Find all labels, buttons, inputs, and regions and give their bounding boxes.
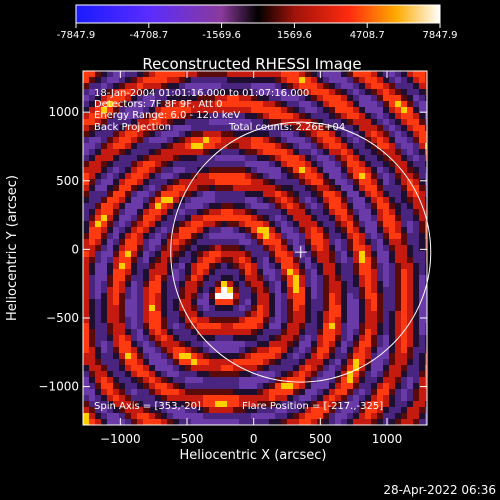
plot-frame [82, 70, 428, 426]
colorbar-ticks: -7847.9 -4708.7 -1569.6 1569.6 4708.7 7847.9 [57, 23, 458, 41]
y-tick-label: 1000 [48, 105, 79, 119]
colorbar-tick-label: 7847.9 [423, 30, 458, 41]
timestamp: 28-Apr-2022 06:36 [383, 483, 496, 497]
y-tick-label: −500 [46, 311, 79, 325]
flare-position-label: Flare Position = [-217.,-325] [242, 401, 383, 412]
detectors-label: Detectors: 7F 8F 9F, Att 0 [94, 99, 222, 110]
chart-title: Reconstructed RHESSI Image [142, 55, 361, 73]
y-tick-label: 0 [71, 242, 79, 256]
x-tick-label: 500 [309, 432, 332, 446]
x-tick-label: 1000 [372, 432, 403, 446]
colorbar-tick-label: -4708.7 [129, 30, 168, 41]
total-counts-label: Total counts: 2.26E+04 [228, 122, 345, 133]
colorbar-tick-label: 1569.6 [277, 30, 312, 41]
colorbar-tick-label: -7847.9 [57, 30, 96, 41]
colorbar-tick-label: -1569.6 [202, 30, 241, 41]
spin-axis-marker [294, 246, 307, 259]
y-tick-label: −1000 [38, 380, 79, 394]
y-tick-label: 500 [56, 174, 79, 188]
x-tick-label: −1000 [100, 432, 141, 446]
solar-limb-circle [170, 121, 432, 383]
x-axis-label: Heliocentric X (arcsec) [180, 448, 327, 463]
x-axis-ticks: −1000 −500 0 500 1000 [100, 71, 402, 446]
y-axis-ticks: −1000 −500 0 500 1000 [38, 105, 427, 394]
colorbar-tick-label: 4708.7 [350, 30, 385, 41]
colorbar [75, 4, 441, 24]
x-tick-label: −500 [171, 432, 204, 446]
x-tick-label: 0 [250, 432, 258, 446]
method-label: Back Projection [94, 122, 171, 133]
time-range-label: 18-Jan-2004 01:01:16.000 to 01:07:16.000 [94, 88, 309, 99]
y-axis-label: Heliocentric Y (arcsec) [5, 175, 20, 321]
energy-range-label: Energy Range: 6.0 - 12.0 keV [94, 110, 240, 121]
spin-axis-label: Spin Axis = [353,-20] [94, 401, 201, 412]
